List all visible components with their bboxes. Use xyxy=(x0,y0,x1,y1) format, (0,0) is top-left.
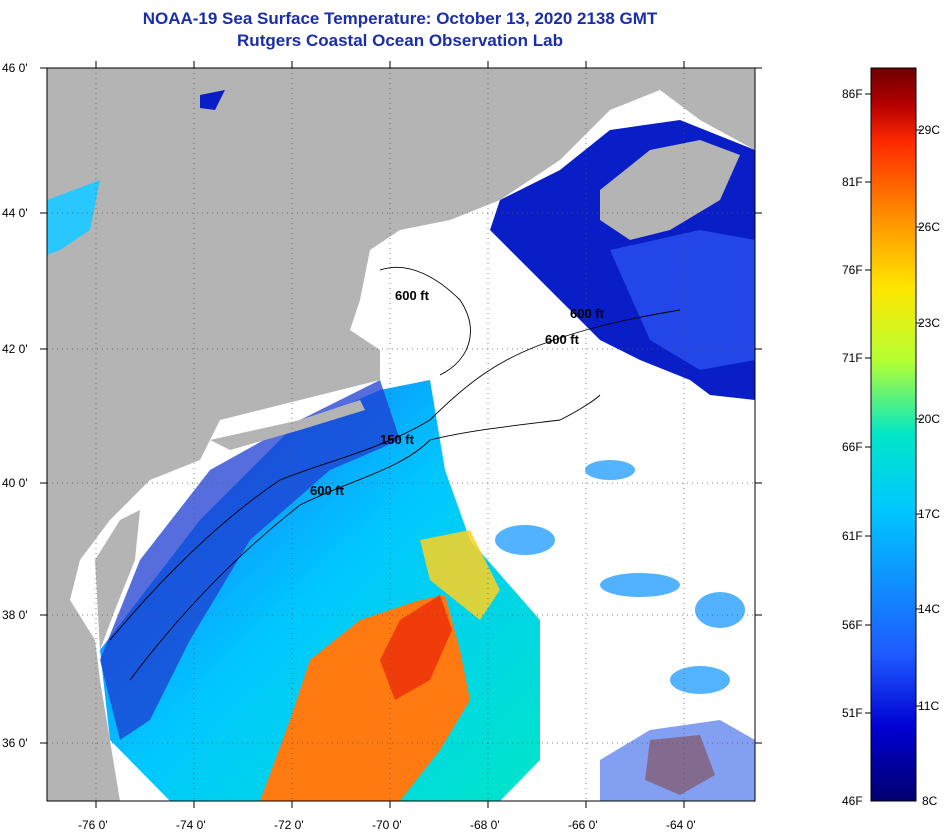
lon-ticks xyxy=(95,61,685,808)
gulf-stream-hot xyxy=(380,595,452,700)
land-delmarva xyxy=(95,510,140,650)
cb-f-label-81: 81F xyxy=(842,175,863,189)
lat-label-38: 38 0' xyxy=(2,608,28,622)
cb-c-label-17: 17C xyxy=(918,507,940,521)
lat-label-42: 42 0' xyxy=(2,342,28,356)
cb-c-label-14: 14C xyxy=(918,602,940,616)
map-panel: 600 ft 600 ft 600 ft 150 ft 600 ft xyxy=(47,68,755,801)
lake-ontario xyxy=(47,180,100,255)
map-title: NOAA-19 Sea Surface Temperature: October… xyxy=(142,9,658,28)
cb-c-label-26: 26C xyxy=(918,220,940,234)
isobath-label-2: 600 ft xyxy=(570,306,605,321)
map-subtitle: Rutgers Coastal Ocean Observation Lab xyxy=(237,31,563,50)
land-nova-scotia xyxy=(600,140,740,240)
ocean-nearshore xyxy=(100,380,400,740)
lon-label-72: -72 0' xyxy=(274,818,304,832)
colorbar-ticks xyxy=(865,93,922,714)
cb-f-label-56: 56F xyxy=(842,618,863,632)
land-mainland xyxy=(47,68,755,801)
isobath-label-5: 600 ft xyxy=(310,483,345,498)
cb-f-label-51: 51F xyxy=(842,706,863,720)
colorbar xyxy=(870,67,917,802)
cb-f-label-46: 46F xyxy=(842,794,863,808)
lon-label-66: -66 0' xyxy=(568,818,598,832)
lon-label-76: -76 0' xyxy=(78,818,108,832)
lon-label-68: -68 0' xyxy=(470,818,500,832)
lat-ticks xyxy=(40,67,762,744)
isobath-contours xyxy=(109,266,681,681)
cb-c-label-29: 29C xyxy=(918,123,940,137)
lon-label-74: -74 0' xyxy=(176,818,206,832)
isobath-label-4: 150 ft xyxy=(380,432,415,447)
graticule xyxy=(47,68,755,801)
lon-label-70: -70 0' xyxy=(372,818,402,832)
cb-f-label-61: 61F xyxy=(842,529,863,543)
lon-label-64: -64 0' xyxy=(666,818,696,832)
lat-label-36: 36 0' xyxy=(2,736,28,750)
cb-f-label-76: 76F xyxy=(842,263,863,277)
warm-patch-e xyxy=(600,720,755,801)
lat-label-46: 46 0' xyxy=(2,61,28,75)
map-frame xyxy=(46,67,756,802)
warm-patch-yellow xyxy=(420,530,500,620)
lake-champlain xyxy=(200,90,225,110)
isobath-label-1: 600 ft xyxy=(395,288,430,303)
cb-c-label-23: 23C xyxy=(918,316,940,330)
lat-label-44: 44 0' xyxy=(2,206,28,220)
cb-c-label-20: 20C xyxy=(918,412,940,426)
lat-label-40: 40 0' xyxy=(2,476,28,490)
cb-f-label-66: 66F xyxy=(842,440,863,454)
water-northeast-light xyxy=(610,230,755,370)
cb-c-label-8: 8C xyxy=(922,794,938,808)
cb-f-label-71: 71F xyxy=(842,351,863,365)
isobath-label-3: 600 ft xyxy=(545,332,580,347)
cb-f-label-86: 86F xyxy=(842,87,863,101)
cb-c-label-11: 11C xyxy=(918,699,939,713)
offshore-patches xyxy=(495,460,745,694)
land-long-island xyxy=(210,400,365,450)
